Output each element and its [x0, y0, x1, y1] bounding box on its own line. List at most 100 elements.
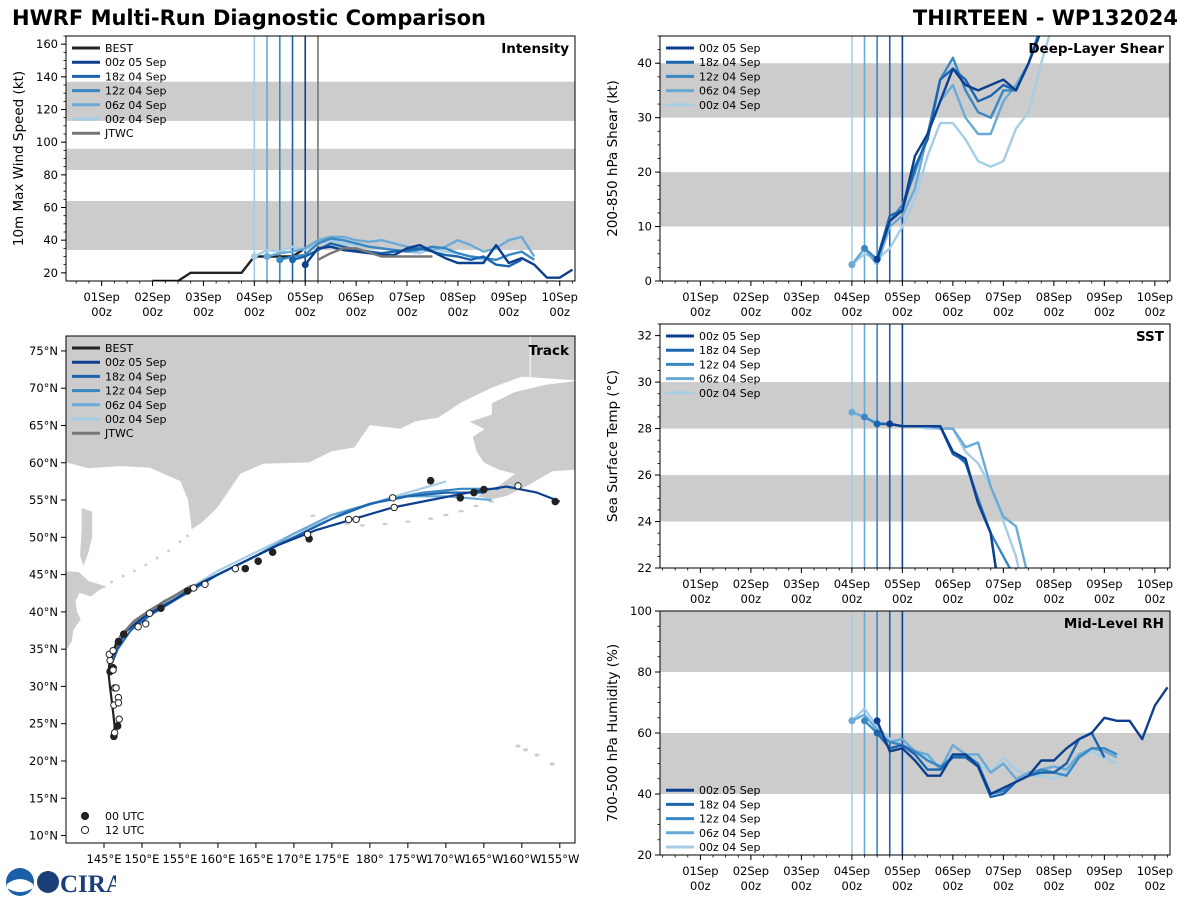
- x-tick-label-shear: 01Sep: [682, 290, 718, 304]
- x-tick-label-track: 150°E: [124, 852, 159, 866]
- legend-label-track: 12z 04 Sep: [105, 385, 167, 398]
- panel-title-sst: SST: [1136, 329, 1165, 345]
- x-tick-sublabel-sst: 00z: [993, 592, 1014, 606]
- x-tick-label-track: 155°E: [162, 852, 197, 866]
- series-group-shear: [848, 36, 1051, 269]
- marker-00utc: [157, 604, 165, 612]
- legend-label-track: JTWC: [104, 427, 134, 440]
- legend-label-intensity: 18z 04 Sep: [105, 70, 167, 83]
- threshold-band-intensity: [66, 148, 575, 170]
- x-tick-sublabel-shear: 00z: [741, 305, 762, 319]
- x-tick-label-track: 145°E: [87, 852, 122, 866]
- kuril-island: [120, 573, 126, 579]
- y-tick-label-rh: 100: [630, 604, 652, 618]
- marker-00utc: [456, 493, 465, 502]
- storm-id-title: THIRTEEN - WP132024: [912, 6, 1178, 30]
- x-tick-sublabel-rh: 00z: [842, 879, 863, 893]
- y-tick-label-intensity: 80: [43, 168, 58, 182]
- y-tick-label-track: 15°N: [29, 791, 58, 805]
- marker-12utc: [390, 503, 398, 512]
- series-line-12z-04-Sep: [863, 36, 1039, 261]
- x-tick-label-rh: 08Sep: [1036, 864, 1072, 878]
- series-line-00z-05-Sep: [304, 243, 574, 279]
- legend-label-intensity: BEST: [105, 42, 133, 55]
- x-tick-label-intensity: 08Sep: [440, 290, 476, 304]
- x-tick-sublabel-rh: 00z: [791, 879, 812, 893]
- x-tick-label-track: 160°W: [502, 852, 541, 866]
- aleutian-island: [472, 503, 480, 508]
- x-tick-label-track: 160°E: [200, 852, 235, 866]
- marker-00utc: [183, 587, 192, 595]
- x-tick-label-intensity: 02Sep: [134, 290, 170, 304]
- x-tick-label-track: 175°W: [388, 852, 427, 866]
- y-tick-label-rh: 40: [637, 787, 652, 801]
- x-tick-label-intensity: 06Sep: [338, 290, 374, 304]
- init-marker-12z-04-Sep: [861, 244, 869, 252]
- aleutian-island: [309, 513, 317, 518]
- x-tick-label-intensity: 03Sep: [185, 290, 221, 304]
- alaska-landmass: [467, 380, 575, 501]
- y-tick-label-intensity: 100: [36, 135, 58, 149]
- panel-title-intensity: Intensity: [501, 41, 569, 57]
- x-tick-sublabel-intensity: 00z: [91, 305, 112, 319]
- series-line-18z-04-Sep: [292, 242, 523, 268]
- init-marker-12z-04-Sep: [861, 413, 869, 421]
- x-tick-sublabel-intensity: 00z: [498, 305, 519, 319]
- marker-12utc: [134, 623, 142, 631]
- x-tick-sublabel-sst: 00z: [741, 592, 762, 606]
- legend-label-rh: 06z 04 Sep: [699, 827, 761, 840]
- init-marker-00z-05-Sep: [886, 420, 894, 428]
- hawaii-island: [548, 761, 556, 767]
- x-tick-label-track: 180°: [356, 852, 384, 866]
- x-tick-sublabel-rh: 00z: [741, 879, 762, 893]
- threshold-band-shear: [660, 63, 1170, 118]
- x-tick-sublabel-intensity: 00z: [397, 305, 418, 319]
- aleutian-island: [404, 519, 412, 524]
- x-tick-label-sst: 10Sep: [1137, 577, 1173, 591]
- series-line-BEST: [152, 247, 306, 281]
- y-tick-label-track: 30°N: [29, 679, 58, 693]
- marker-12utc: [344, 515, 353, 524]
- marker-12utc: [109, 646, 117, 655]
- legend-label-sst: 00z 05 Sep: [699, 330, 761, 343]
- legend-label-sst: 00z 04 Sep: [699, 387, 761, 400]
- noaa-bird-icon: [7, 879, 33, 892]
- init-marker-00z-05-Sep: [873, 255, 881, 263]
- x-tick-label-intensity: 10Sep: [542, 290, 578, 304]
- cira-globe-icon: [37, 871, 59, 893]
- x-tick-sublabel-intensity: 00z: [346, 305, 367, 319]
- aleutian-island: [427, 516, 435, 521]
- y-tick-label-track: 40°N: [29, 605, 58, 619]
- x-tick-label-sst: 03Sep: [783, 577, 819, 591]
- y-tick-label-shear: 0: [645, 274, 652, 288]
- y-tick-label-rh: 60: [637, 726, 652, 740]
- y-tick-label-track: 25°N: [29, 717, 58, 731]
- legend-label-track: BEST: [105, 342, 133, 355]
- noaa-cira-logo: CIRA: [6, 868, 116, 898]
- marker-00utc: [113, 722, 122, 730]
- series-line-00z-05-Sep: [889, 422, 997, 568]
- legend-label-shear: 00z 04 Sep: [699, 99, 761, 112]
- x-tick-label-shear: 05Sep: [884, 290, 920, 304]
- init-marker-06z-04-Sep: [848, 408, 856, 416]
- x-tick-label-rh: 05Sep: [884, 864, 920, 878]
- legend-label-rh: 12z 04 Sep: [699, 813, 761, 826]
- y-tick-label-track: 20°N: [29, 754, 58, 768]
- x-tick-label-shear: 02Sep: [733, 290, 769, 304]
- x-tick-sublabel-intensity: 00z: [448, 305, 469, 319]
- init-marker-18z-04-Sep: [873, 420, 881, 428]
- y-tick-label-track: 70°N: [29, 381, 58, 395]
- y-tick-label-sst: 30: [637, 375, 652, 389]
- series-line-18z-04-Sep: [876, 731, 1106, 799]
- marker-12utc: [109, 666, 117, 674]
- y-tick-label-intensity: 120: [36, 103, 58, 117]
- marker-00utc: [480, 485, 488, 494]
- marker-00utc: [241, 564, 250, 573]
- x-tick-sublabel-rh: 00z: [943, 879, 964, 893]
- legend-label-sst: 12z 04 Sep: [699, 358, 761, 371]
- y-axis-label-rh: 700-500 hPa Humidity (%): [605, 644, 621, 822]
- x-tick-sublabel-sst: 00z: [1094, 592, 1115, 606]
- x-tick-label-sst: 05Sep: [884, 577, 920, 591]
- track-lines: [105, 476, 561, 741]
